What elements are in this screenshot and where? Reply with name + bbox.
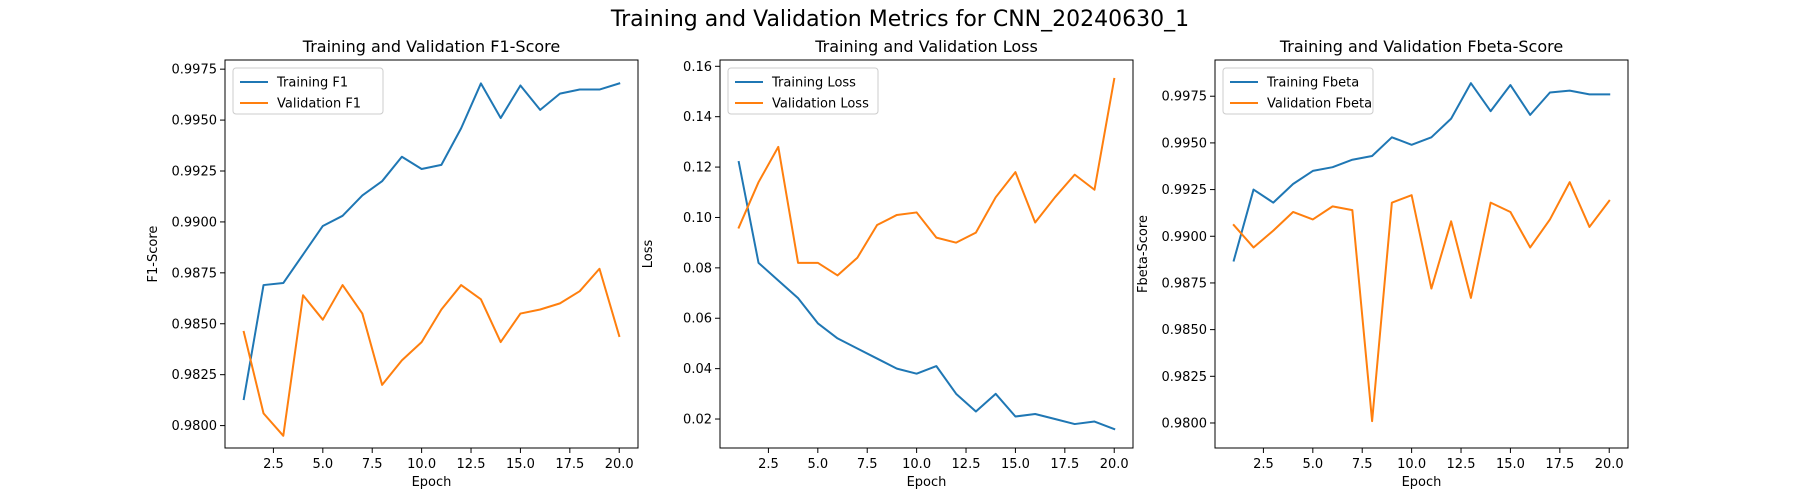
y-tick-label: 0.9800 bbox=[1162, 416, 1208, 431]
x-tick-label: 5.0 bbox=[312, 457, 333, 472]
x-axis-label: Epoch bbox=[412, 475, 452, 490]
y-tick-label: 0.9875 bbox=[172, 266, 218, 281]
y-axis-label: Loss bbox=[641, 240, 656, 269]
y-tick-label: 0.04 bbox=[683, 362, 712, 377]
y-tick-label: 0.10 bbox=[683, 211, 712, 226]
y-tick-label: 0.06 bbox=[683, 312, 712, 327]
y-tick-label: 0.9900 bbox=[172, 215, 218, 230]
y-tick-label: 0.9850 bbox=[1162, 323, 1208, 338]
y-tick-label: 0.12 bbox=[683, 161, 712, 176]
y-tick-label: 0.14 bbox=[683, 110, 712, 125]
y-tick-label: 0.9900 bbox=[1162, 230, 1208, 245]
y-tick-label: 0.9800 bbox=[172, 419, 218, 434]
x-axis-label: Epoch bbox=[1402, 475, 1442, 490]
x-tick-label: 20.0 bbox=[1595, 457, 1624, 472]
x-tick-label: 10.0 bbox=[407, 457, 436, 472]
x-tick-label: 15.0 bbox=[506, 457, 535, 472]
legend: Training Loss Validation Loss bbox=[727, 67, 879, 115]
x-tick-label: 7.5 bbox=[857, 457, 878, 472]
x-tick-label: 2.5 bbox=[263, 457, 284, 472]
x-tick-label: 7.5 bbox=[362, 457, 383, 472]
axes-frame bbox=[1214, 59, 1629, 449]
y-tick-label: 0.9850 bbox=[172, 317, 218, 332]
y-tick-label: 0.9925 bbox=[172, 165, 218, 180]
chart-panel-1: Training and Validation F1-Score 2.5 5.0 7.… bbox=[146, 37, 639, 490]
legend-label: Validation Fbeta bbox=[1267, 97, 1372, 112]
legend: Training F1 Validation F1 bbox=[232, 67, 384, 115]
chart-panel-2: Training and Validation Loss 2.5 5.0 7.5 10.… bbox=[641, 37, 1134, 490]
chart-title: Training and Validation Fbeta-Score bbox=[1279, 37, 1563, 56]
y-tick-label: 0.08 bbox=[683, 261, 712, 276]
series-line-validation bbox=[737, 77, 1116, 277]
x-tick-label: 20.0 bbox=[1100, 457, 1129, 472]
y-axis-label: F1-Score bbox=[146, 226, 161, 283]
legend-label: Training Loss bbox=[771, 76, 856, 91]
figure-title: Training and Validation Metrics for CNN_… bbox=[610, 7, 1189, 32]
series-line-validation bbox=[1232, 181, 1611, 423]
x-axis-label: Epoch bbox=[907, 475, 947, 490]
x-tick-label: 12.5 bbox=[952, 457, 981, 472]
y-tick-label: 0.9925 bbox=[1162, 183, 1208, 198]
y-tick-label: 0.9950 bbox=[172, 114, 218, 129]
legend-box bbox=[1222, 67, 1374, 115]
x-tick-label: 20.0 bbox=[605, 457, 634, 472]
x-tick-label: 5.0 bbox=[807, 457, 828, 472]
x-tick-label: 2.5 bbox=[758, 457, 779, 472]
y-tick-label: 0.16 bbox=[683, 60, 712, 75]
y-tick-label: 0.9825 bbox=[1162, 370, 1208, 385]
y-tick-label: 0.02 bbox=[683, 413, 712, 428]
chart-panels: Training and Validation F1-Score 2.5 5.0 7.… bbox=[146, 37, 1629, 490]
axes-frame bbox=[224, 59, 639, 449]
x-tick-label: 17.5 bbox=[1545, 457, 1574, 472]
x-tick-label: 10.0 bbox=[902, 457, 931, 472]
legend-box bbox=[232, 67, 384, 115]
legend-label: Validation F1 bbox=[277, 97, 361, 112]
legend-label: Validation Loss bbox=[772, 97, 869, 112]
y-tick-label: 0.9875 bbox=[1162, 276, 1208, 291]
legend-label: Training F1 bbox=[276, 76, 348, 91]
y-tick-label: 0.9975 bbox=[1162, 90, 1208, 105]
series-line-validation bbox=[242, 267, 621, 437]
chart-title: Training and Validation Loss bbox=[814, 37, 1038, 56]
series-line-training bbox=[1232, 82, 1611, 262]
y-tick-label: 0.9975 bbox=[172, 63, 218, 78]
x-tick-label: 15.0 bbox=[1001, 457, 1030, 472]
y-tick-label: 0.9825 bbox=[172, 368, 218, 383]
series-line-training bbox=[737, 160, 1116, 431]
chart-title: Training and Validation F1-Score bbox=[302, 37, 560, 56]
legend-label: Training Fbeta bbox=[1266, 76, 1359, 91]
legend: Training Fbeta Validation Fbeta bbox=[1222, 67, 1374, 115]
y-tick-label: 0.9950 bbox=[1162, 136, 1208, 151]
x-tick-label: 17.5 bbox=[1050, 457, 1079, 472]
x-tick-label: 17.5 bbox=[555, 457, 584, 472]
chart-panel-3: Training and Validation Fbeta-Score 2.5 5.… bbox=[1136, 37, 1629, 490]
y-axis-label: Fbeta-Score bbox=[1136, 215, 1151, 293]
series-line-training bbox=[242, 82, 621, 401]
x-tick-label: 12.5 bbox=[457, 457, 486, 472]
x-tick-label: 10.0 bbox=[1397, 457, 1426, 472]
axes-frame bbox=[719, 59, 1134, 449]
x-tick-label: 12.5 bbox=[1447, 457, 1476, 472]
x-tick-label: 7.5 bbox=[1352, 457, 1373, 472]
x-tick-label: 5.0 bbox=[1302, 457, 1323, 472]
x-tick-label: 15.0 bbox=[1496, 457, 1525, 472]
legend-box bbox=[727, 67, 879, 115]
x-tick-label: 2.5 bbox=[1253, 457, 1274, 472]
